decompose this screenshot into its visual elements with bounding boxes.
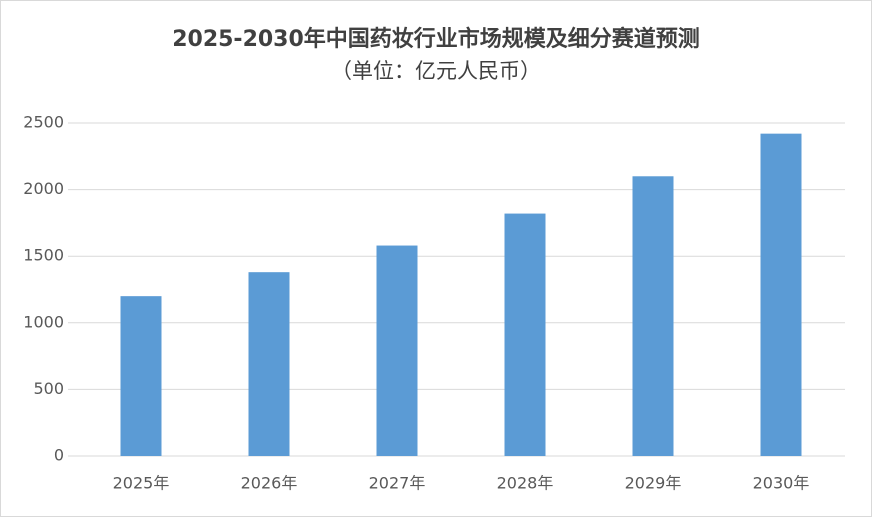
bar — [248, 272, 290, 456]
y-tick-label: 0 — [54, 446, 64, 465]
chart-subtitle: （单位：亿元人民币） — [331, 59, 541, 83]
y-tick-label: 1500 — [23, 246, 64, 265]
bar — [504, 213, 546, 456]
chart-title: 2025-2030年中国药妆行业市场规模及细分赛道预测 — [172, 26, 700, 52]
x-tick-label: 2027年 — [369, 474, 426, 493]
y-tick-label: 500 — [33, 379, 64, 398]
bar — [376, 245, 418, 456]
y-tick-label: 2000 — [23, 179, 64, 198]
bar — [120, 296, 162, 456]
x-tick-label: 2028年 — [497, 474, 554, 493]
y-tick-label: 1000 — [23, 312, 64, 331]
y-tick-label: 2500 — [23, 113, 64, 132]
bar — [760, 133, 802, 456]
x-tick-label: 2026年 — [241, 474, 298, 493]
x-tick-label: 2029年 — [625, 474, 682, 493]
x-tick-label: 2030年 — [753, 474, 810, 493]
x-tick-label: 2025年 — [113, 474, 170, 493]
bar — [632, 176, 674, 456]
